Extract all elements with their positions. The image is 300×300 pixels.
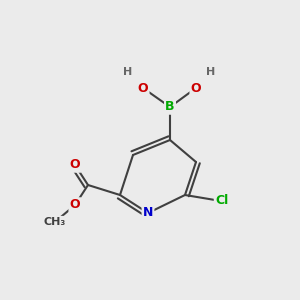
- Text: O: O: [70, 158, 80, 172]
- Text: B: B: [165, 100, 175, 113]
- Text: O: O: [70, 199, 80, 212]
- Text: H: H: [206, 67, 216, 77]
- Text: O: O: [138, 82, 148, 94]
- Text: Cl: Cl: [215, 194, 228, 206]
- Text: H: H: [123, 67, 133, 77]
- Text: N: N: [143, 206, 153, 220]
- Text: O: O: [191, 82, 201, 94]
- Text: CH₃: CH₃: [44, 217, 66, 227]
